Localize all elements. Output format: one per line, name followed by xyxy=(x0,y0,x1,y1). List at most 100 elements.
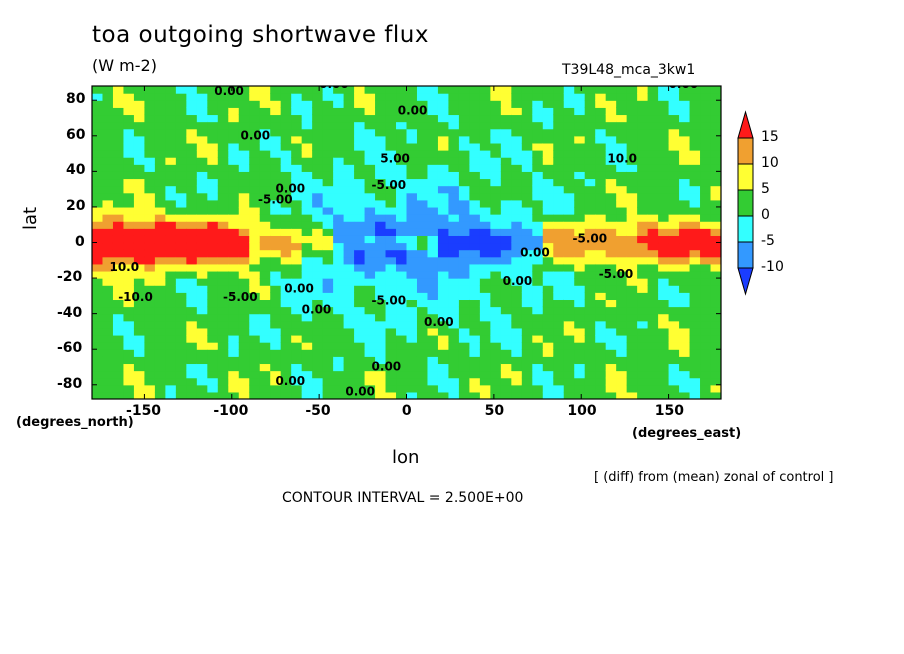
heatmap-cell xyxy=(647,192,659,201)
heatmap-cell xyxy=(500,235,512,244)
heatmap-cell xyxy=(102,292,114,301)
heatmap-cell xyxy=(406,107,418,116)
heatmap-cell xyxy=(700,164,712,172)
heatmap-cell xyxy=(385,242,397,251)
heatmap-cell xyxy=(238,150,250,158)
contour-label: 0.00 xyxy=(398,103,428,117)
heatmap-cell xyxy=(259,249,271,258)
heatmap-cell xyxy=(479,121,491,130)
heatmap-cell xyxy=(238,221,250,229)
heatmap-cell xyxy=(416,242,429,251)
heatmap-cell xyxy=(658,221,670,229)
heatmap-cell xyxy=(343,334,355,343)
heatmap-cell xyxy=(312,299,324,308)
heatmap-cell xyxy=(259,185,271,194)
heatmap-cell xyxy=(700,285,712,293)
heatmap-cell xyxy=(280,306,292,315)
heatmap-cell xyxy=(228,377,240,386)
heatmap-cell xyxy=(553,391,565,399)
heatmap-cell xyxy=(500,114,512,123)
heatmap-cell xyxy=(448,199,460,208)
heatmap-cell xyxy=(616,313,628,322)
heatmap-cell xyxy=(563,334,575,343)
heatmap-cell xyxy=(448,334,460,343)
colorbar-bottom-arrow xyxy=(737,267,754,296)
heatmap-cell xyxy=(102,192,114,201)
heatmap-cell xyxy=(123,342,135,350)
heatmap-cell xyxy=(458,356,470,365)
heatmap-cell xyxy=(165,256,177,265)
heatmap-cell xyxy=(291,221,303,229)
heatmap-cell xyxy=(647,135,659,144)
heatmap-cell xyxy=(511,242,523,251)
heatmap-cell xyxy=(343,185,355,194)
heatmap-cell xyxy=(406,214,418,222)
heatmap-cell xyxy=(448,164,460,172)
heatmap-cell xyxy=(616,256,628,265)
heatmap-cell xyxy=(511,228,523,236)
heatmap-cell xyxy=(249,377,261,386)
heatmap-cell xyxy=(700,263,712,272)
heatmap-cell xyxy=(112,299,125,308)
heatmap-cell xyxy=(207,349,219,357)
heatmap-cell xyxy=(92,128,104,137)
heatmap-cell xyxy=(259,306,271,315)
heatmap-cell xyxy=(354,249,366,258)
heatmap-cell xyxy=(490,86,502,94)
heatmap-cell xyxy=(700,228,712,236)
heatmap-cell xyxy=(322,228,334,236)
heatmap-cell xyxy=(710,114,721,123)
heatmap-cell xyxy=(343,278,355,286)
heatmap-cell xyxy=(605,285,617,293)
heatmap-cell xyxy=(186,192,198,201)
heatmap-cell xyxy=(333,199,345,208)
heatmap-cell xyxy=(154,100,166,108)
heatmap-cell xyxy=(259,199,271,208)
heatmap-cell xyxy=(112,192,125,201)
heatmap-cell xyxy=(448,306,460,315)
heatmap-cell xyxy=(364,135,376,144)
heatmap-cell xyxy=(626,142,638,151)
heatmap-cell xyxy=(521,114,533,123)
heatmap-cell xyxy=(312,249,324,258)
heatmap-cell xyxy=(364,285,376,293)
heatmap-cell xyxy=(396,349,408,357)
heatmap-cell xyxy=(469,214,481,222)
heatmap-cell xyxy=(354,199,366,208)
heatmap-cell xyxy=(270,86,282,94)
heatmap-cell xyxy=(626,320,638,329)
heatmap-cell xyxy=(228,214,240,222)
heatmap-cell xyxy=(637,128,649,137)
heatmap-cell xyxy=(375,263,387,272)
heatmap-cell xyxy=(364,93,376,101)
contour-label: -5.00 xyxy=(372,178,407,192)
heatmap-cell xyxy=(343,313,355,322)
heatmap-cell xyxy=(249,292,261,301)
heatmap-cell xyxy=(563,206,575,215)
heatmap-cell xyxy=(689,171,701,180)
heatmap-cell xyxy=(637,278,649,286)
heatmap-cell xyxy=(479,363,491,372)
heatmap-cell xyxy=(679,299,691,308)
heatmap-cell xyxy=(186,356,198,365)
heatmap-cell xyxy=(333,121,345,130)
heatmap-cell xyxy=(710,370,721,379)
heatmap-cell xyxy=(343,320,355,329)
heatmap-cell xyxy=(280,270,292,279)
heatmap-cell xyxy=(427,299,439,308)
heatmap-cell xyxy=(668,164,680,172)
heatmap-cell xyxy=(490,235,502,244)
heatmap-cell xyxy=(668,199,680,208)
heatmap-cell xyxy=(270,100,282,108)
heatmap-cell xyxy=(700,370,712,379)
heatmap-cell xyxy=(689,107,701,116)
heatmap-cell xyxy=(249,263,261,272)
heatmap-cell xyxy=(228,199,240,208)
heatmap-cell xyxy=(186,228,198,236)
heatmap-cell xyxy=(175,370,187,379)
heatmap-cell xyxy=(490,185,502,194)
heatmap-cell xyxy=(354,320,366,329)
heatmap-cell xyxy=(217,107,229,116)
heatmap-cell xyxy=(133,242,146,251)
heatmap-cell xyxy=(217,270,229,279)
